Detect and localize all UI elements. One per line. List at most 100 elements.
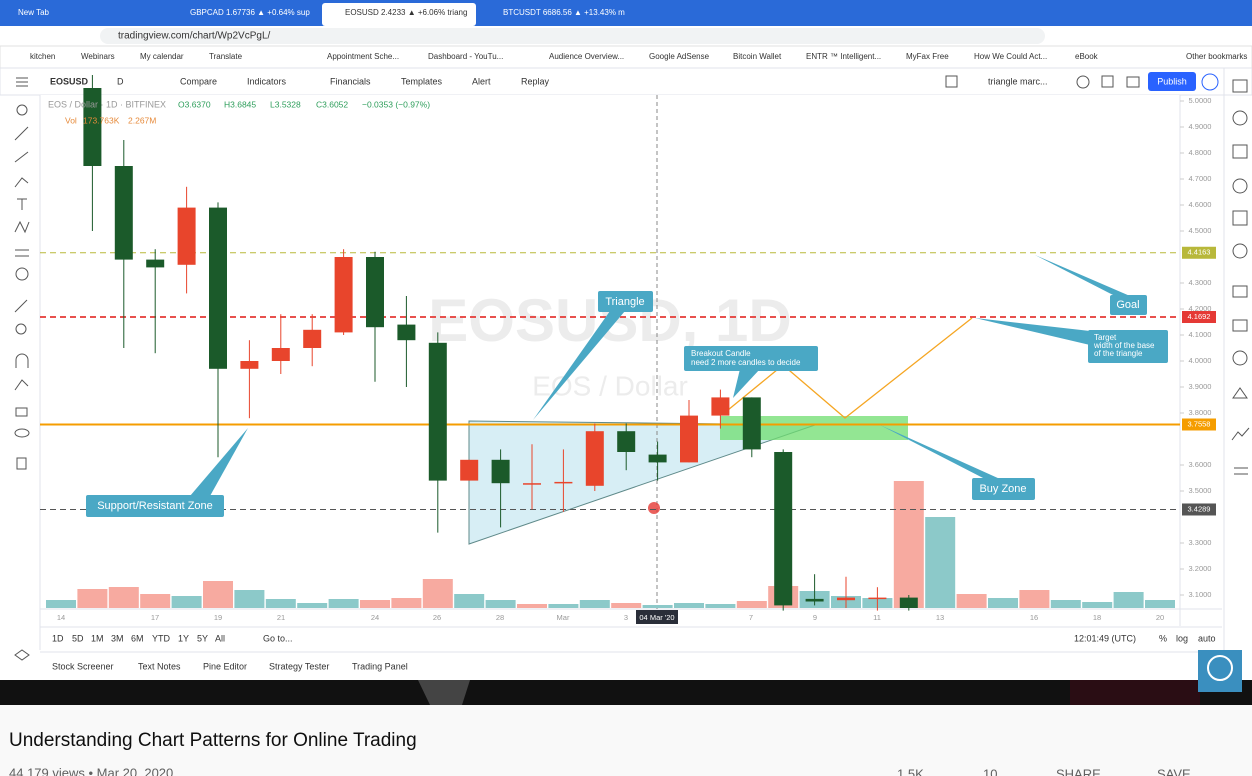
bookmark[interactable]: How We Could Act... [974, 52, 1047, 61]
publish-label[interactable]: Publish [1157, 76, 1187, 86]
header-icon[interactable] [1101, 75, 1114, 88]
range-button[interactable]: All [215, 633, 225, 643]
tab-title[interactable]: GBPCAD 1.67736 ▲ +0.64% sup [190, 8, 310, 17]
video-title: Understanding Chart Patterns for Online … [9, 730, 417, 751]
toolbar-item[interactable]: Indicators [247, 76, 287, 86]
x-tick-label: 7 [749, 613, 753, 622]
bookmark[interactable]: eBook [1075, 52, 1099, 61]
bookmark[interactable]: My calendar [140, 52, 184, 61]
side-icon[interactable] [1232, 350, 1248, 366]
bookmark[interactable]: Appointment Sche... [327, 52, 399, 61]
header-icon[interactable] [1126, 76, 1140, 88]
dislikes[interactable]: 10 [983, 766, 997, 776]
side-icon[interactable] [1232, 285, 1248, 298]
range-button[interactable]: 1M [91, 633, 104, 643]
y-tick-label: 4.8000 [1189, 148, 1212, 157]
interval[interactable]: D [117, 76, 124, 86]
header-icon[interactable] [1076, 75, 1090, 89]
tool-icon[interactable] [15, 323, 27, 335]
tool-icon[interactable] [14, 220, 30, 234]
tool-icon[interactable] [14, 151, 29, 163]
callout-pointer [733, 369, 760, 398]
url-field[interactable] [100, 28, 1045, 44]
range-button[interactable]: 5D [72, 633, 84, 643]
menu-icon[interactable] [16, 77, 28, 87]
bottom-tab[interactable]: Pine Editor [203, 661, 247, 671]
range-button[interactable]: 3M [111, 633, 124, 643]
side-icon[interactable] [1232, 178, 1248, 194]
side-icon[interactable] [1234, 467, 1248, 475]
tool-icon[interactable] [15, 407, 28, 417]
tool-icon[interactable] [14, 299, 28, 313]
range-button[interactable]: 1Y [178, 633, 189, 643]
bottom-tab[interactable]: Stock Screener [52, 661, 114, 671]
tool-icon[interactable] [14, 379, 29, 391]
side-icon[interactable] [1232, 319, 1248, 332]
volume-bar [611, 603, 642, 608]
callout [684, 346, 818, 371]
toolbar-icons [14, 75, 1250, 661]
bottom-tab[interactable]: Text Notes [138, 661, 181, 671]
tool-icon[interactable] [14, 428, 30, 438]
side-icon[interactable] [1232, 243, 1248, 259]
tool-icon[interactable] [15, 249, 29, 257]
share[interactable]: SHARE [1056, 766, 1101, 776]
bookmark[interactable]: Other bookmarks [1186, 52, 1247, 61]
bottom-tab[interactable]: Trading Panel [352, 661, 408, 671]
bookmark[interactable]: MyFax Free [906, 52, 949, 61]
legend-title: EOS / Dollar · 1D · BITFINEX [48, 99, 166, 109]
toolbar-item[interactable]: Replay [521, 76, 550, 86]
goto[interactable]: Go to... [263, 633, 293, 643]
toolbar-item[interactable]: Alert [472, 76, 491, 86]
bottom-tab[interactable]: Strategy Tester [269, 661, 329, 671]
tool-icon[interactable] [17, 198, 27, 210]
tool-icon[interactable] [16, 104, 28, 116]
range-button[interactable]: 1D [52, 633, 64, 643]
range-button[interactable]: 5Y [197, 633, 208, 643]
bookmark[interactable]: Translate [209, 52, 243, 61]
tab-title[interactable]: EOSUSD 2.4233 ▲ +6.06% triang [345, 8, 467, 17]
bookmark[interactable]: kitchen [30, 52, 55, 61]
axis-option[interactable]: auto [1198, 633, 1216, 643]
layout-name[interactable]: triangle marc... [988, 76, 1048, 86]
range-button[interactable]: 6M [131, 633, 144, 643]
bookmark[interactable]: Dashboard - YouTu... [428, 52, 503, 61]
clock: 12:01:49 (UTC) [1074, 633, 1136, 643]
side-icon[interactable] [1232, 387, 1248, 399]
bookmark[interactable]: Webinars [81, 52, 115, 61]
tool-icon[interactable] [14, 649, 30, 661]
side-icon[interactable] [1232, 110, 1248, 126]
bookmark[interactable]: Bitcoin Wallet [733, 52, 782, 61]
symbol[interactable]: EOSUSD [50, 76, 89, 86]
toolbar-item[interactable]: Financials [330, 76, 371, 86]
side-icon[interactable] [1232, 144, 1248, 159]
range-button[interactable]: YTD [152, 633, 171, 643]
tool-icon[interactable] [14, 177, 29, 188]
tab-title[interactable]: New Tab [18, 8, 50, 17]
tool-icon[interactable] [15, 353, 29, 368]
toolbar-item[interactable]: Templates [401, 76, 443, 86]
play-icon[interactable] [1201, 73, 1219, 91]
bookmark[interactable]: Google AdSense [649, 52, 710, 61]
side-icon[interactable] [1232, 79, 1248, 93]
bookmark[interactable]: Audience Overview... [549, 52, 624, 61]
toolbar-item[interactable]: Compare [180, 76, 217, 86]
likes[interactable]: 1.5K [897, 766, 924, 776]
side-icon[interactable] [1232, 210, 1248, 226]
axis-option[interactable]: % [1159, 633, 1167, 643]
url[interactable]: tradingview.com/chart/Wp2VcPgL/ [118, 31, 271, 42]
side-icon[interactable] [1231, 427, 1250, 441]
tool-icon[interactable] [14, 126, 29, 141]
tool-icon[interactable] [16, 457, 27, 470]
bookmark[interactable]: ENTR ™ Intelligent... [806, 52, 881, 61]
volume-bar [736, 601, 767, 608]
projection-path [727, 317, 973, 419]
publish-button[interactable] [1148, 72, 1196, 91]
save[interactable]: SAVE [1157, 766, 1191, 776]
axis-option[interactable]: log [1176, 633, 1188, 643]
tool-icon[interactable] [15, 267, 29, 281]
tab-title[interactable]: BTCUSDT 6686.56 ▲ +13.43% m [503, 8, 625, 17]
triangle-pattern [468, 420, 816, 545]
header-icon[interactable] [945, 75, 958, 88]
